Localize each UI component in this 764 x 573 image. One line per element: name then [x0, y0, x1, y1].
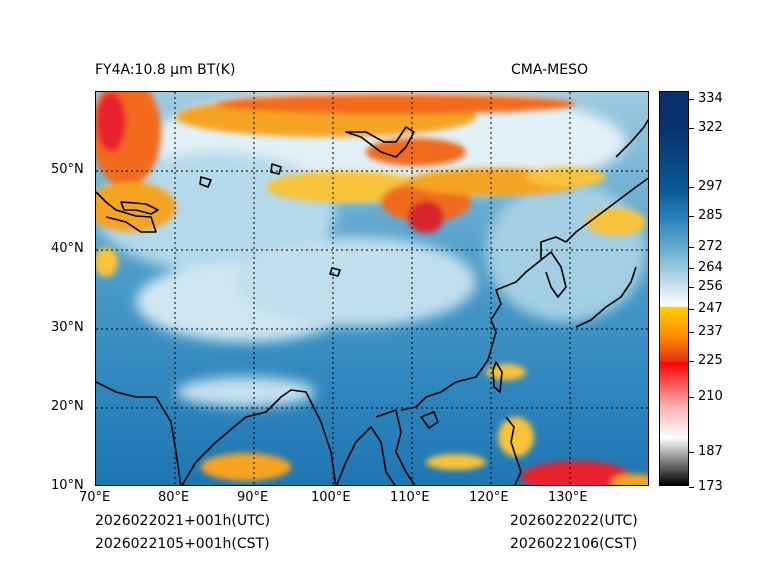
cbar-tick-334: 334 — [698, 91, 723, 106]
coastlines — [96, 118, 648, 485]
cbar-tick-247: 247 — [698, 301, 723, 316]
lat-tick-40: 40°N — [51, 241, 84, 256]
lon-tick-80: 80°E — [158, 490, 190, 505]
init-time-utc: 2026022021+001h(UTC) — [95, 513, 271, 529]
cbar-tick-225: 225 — [698, 353, 723, 368]
colorbar — [659, 91, 689, 486]
cbar-tick-322: 322 — [698, 120, 723, 135]
lon-tick-70: 70°E — [79, 490, 111, 505]
lon-tick-90: 90°E — [237, 490, 269, 505]
valid-time-cst: 2026022106(CST) — [510, 536, 638, 552]
lon-tick-120: 120°E — [469, 490, 509, 505]
init-time-cst: 2026022105+001h(CST) — [95, 536, 270, 552]
cbar-tick-256: 256 — [698, 279, 723, 294]
cbar-tick-285: 285 — [698, 208, 723, 223]
lat-tick-50: 50°N — [51, 162, 84, 177]
lat-tick-10: 10°N — [51, 478, 84, 493]
cbar-tick-272: 272 — [698, 239, 723, 254]
lon-tick-130: 130°E — [548, 490, 588, 505]
cbar-tick-173: 173 — [698, 479, 723, 494]
satellite-map — [95, 91, 649, 486]
lat-tick-20: 20°N — [51, 399, 84, 414]
valid-time-utc: 2026022022(UTC) — [510, 513, 638, 529]
plot-title: FY4A:10.8 µm BT(K) — [95, 62, 236, 78]
brightness-temperature-image — [96, 92, 648, 485]
lon-tick-110: 110°E — [390, 490, 430, 505]
lon-tick-100: 100°E — [311, 490, 351, 505]
graticule — [96, 92, 648, 485]
lat-tick-30: 30°N — [51, 320, 84, 335]
model-name: CMA-MESO — [511, 62, 589, 78]
cbar-tick-210: 210 — [698, 389, 723, 404]
cbar-tick-187: 187 — [698, 444, 723, 459]
colorbar-gradient — [660, 92, 688, 485]
cbar-tick-297: 297 — [698, 179, 723, 194]
cbar-tick-264: 264 — [698, 260, 723, 275]
cbar-tick-237: 237 — [698, 324, 723, 339]
